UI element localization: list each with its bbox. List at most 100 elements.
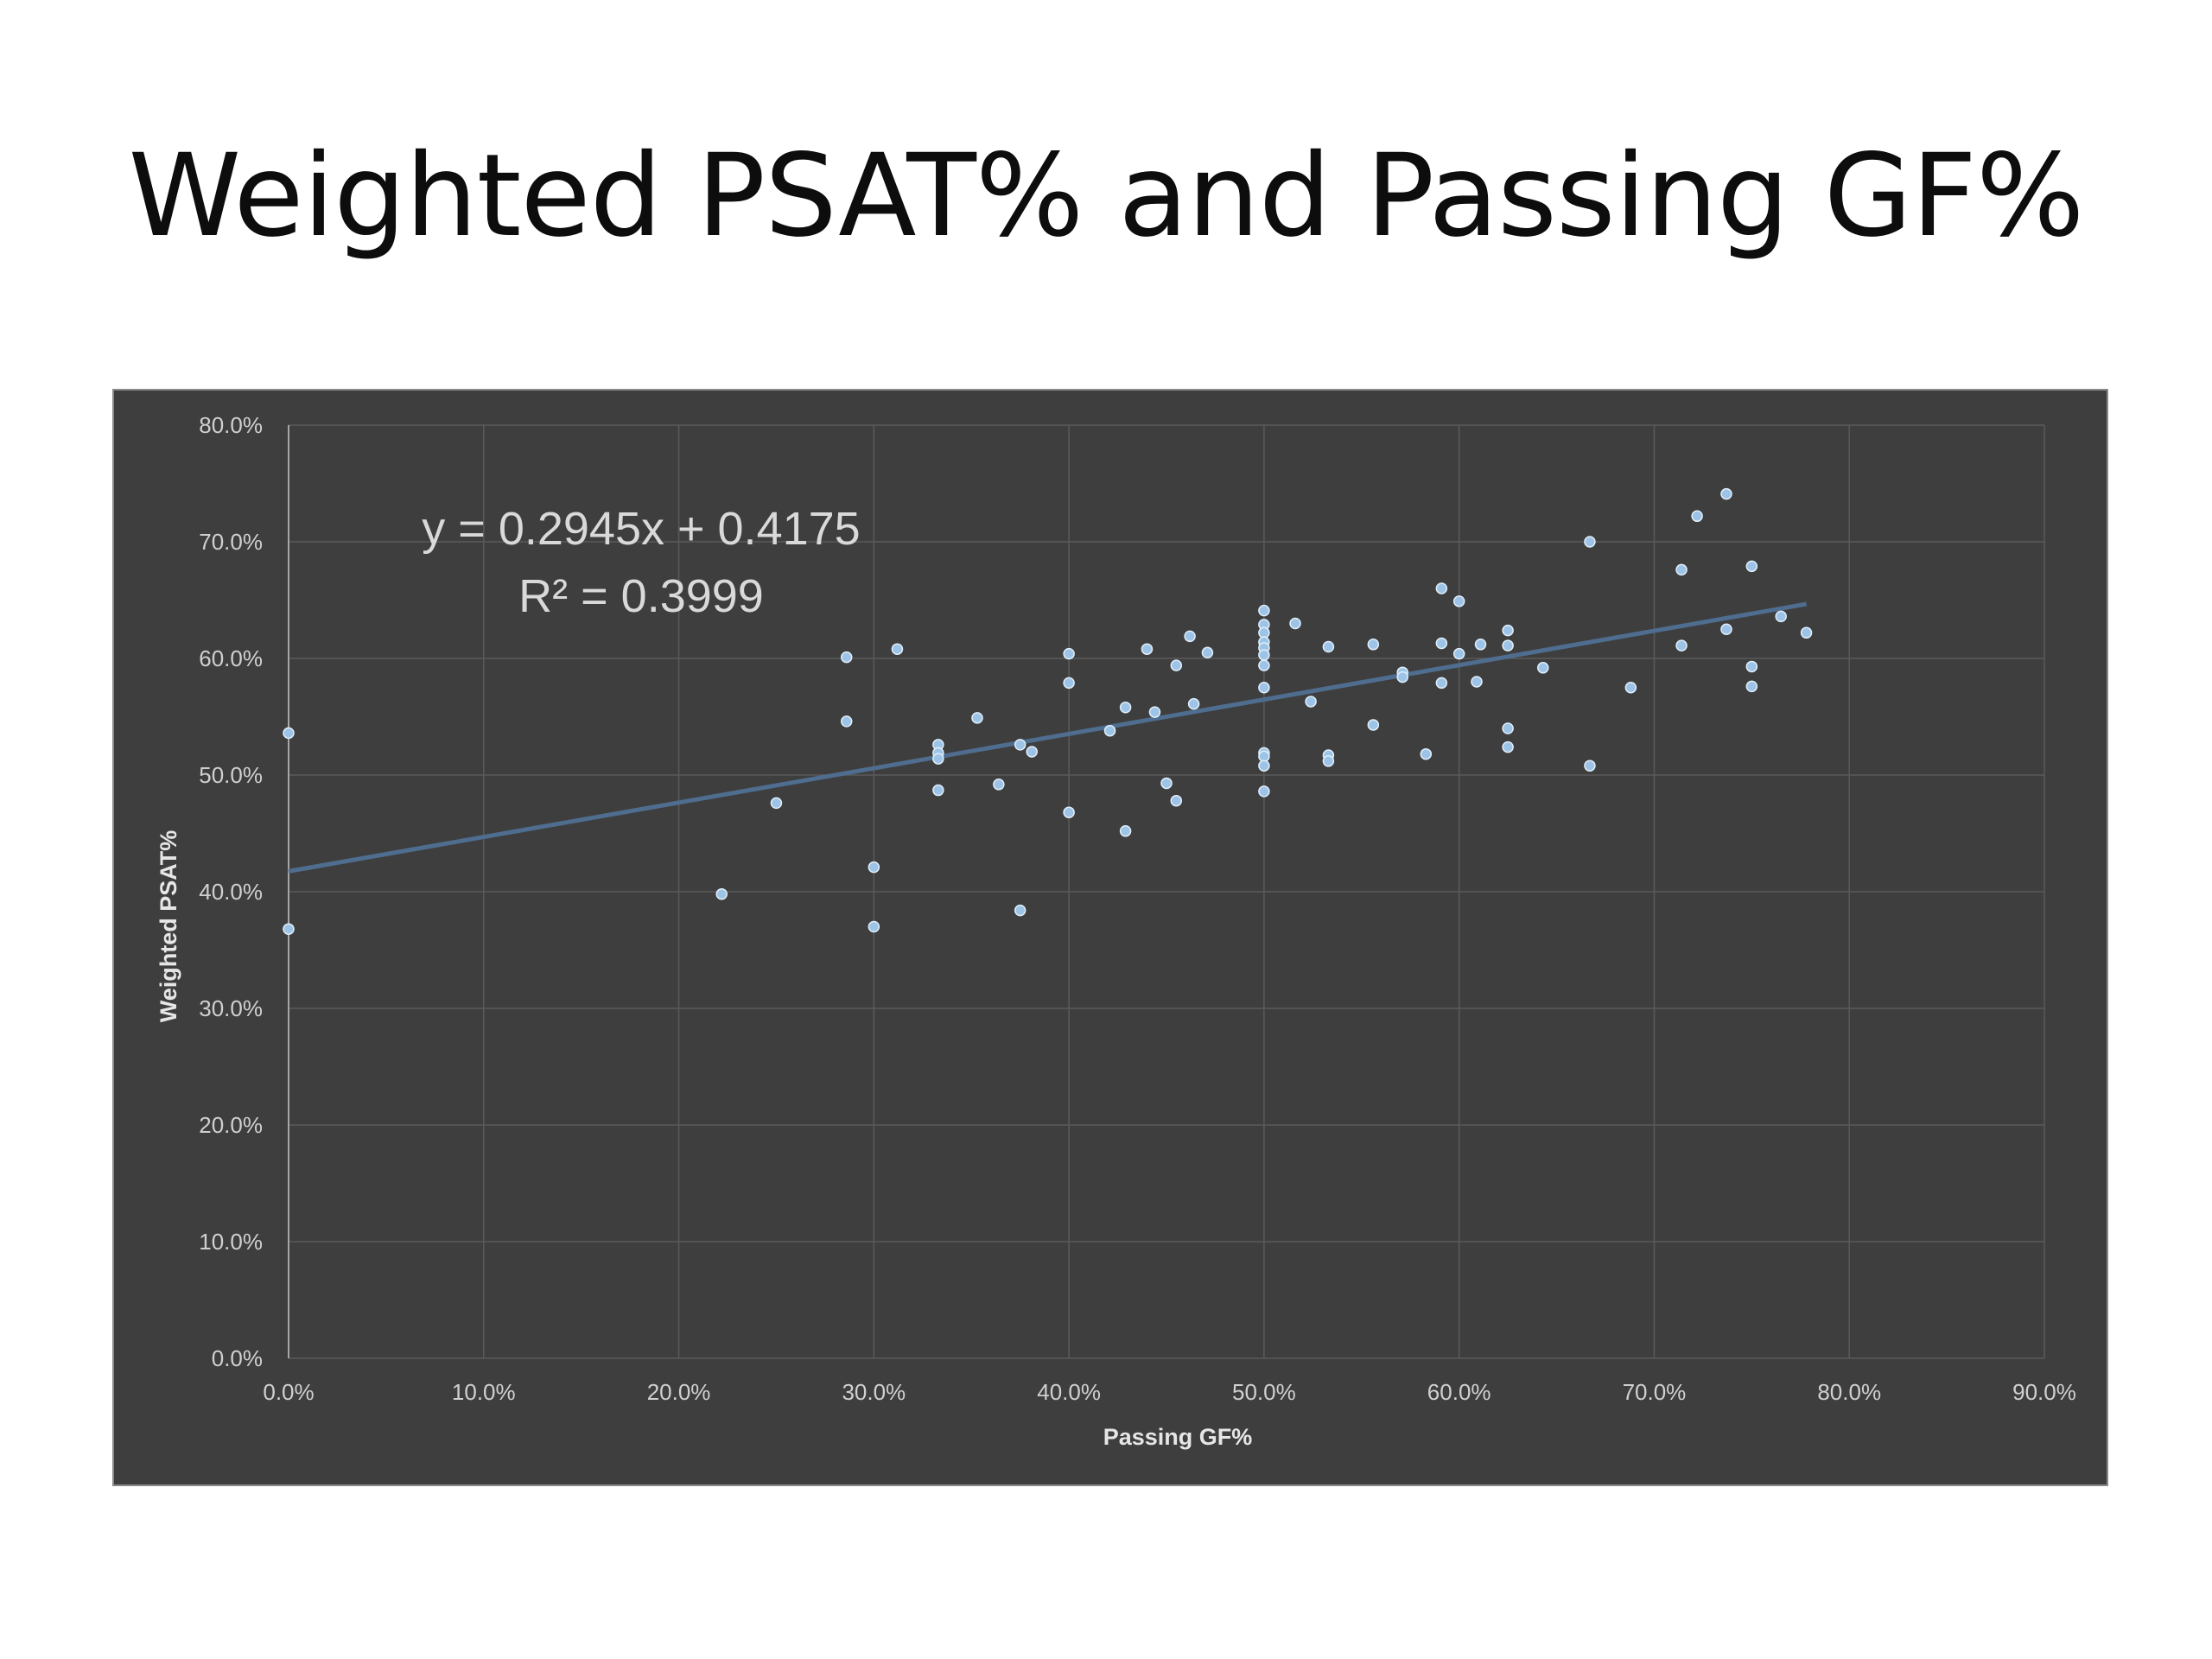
x-tick-label: 10.0% xyxy=(452,1379,516,1405)
data-point xyxy=(1322,640,1335,653)
x-tick-label: 50.0% xyxy=(1232,1379,1296,1405)
data-point xyxy=(1537,662,1549,674)
x-tick-label: 40.0% xyxy=(1037,1379,1101,1405)
data-point xyxy=(1435,637,1448,650)
data-point xyxy=(283,923,295,935)
data-point xyxy=(1420,747,1433,760)
data-point xyxy=(1063,806,1075,818)
data-point xyxy=(1119,825,1132,837)
data-point xyxy=(1322,755,1335,767)
data-point xyxy=(1452,595,1465,607)
x-tick-labels: 0.0% 10.0% 20.0% 30.0% 40.0% 50.0% 60.0% 70.0% 8… xyxy=(263,1379,2076,1405)
data-points xyxy=(283,487,1813,935)
trendline xyxy=(288,601,1807,874)
data-point xyxy=(1720,623,1732,635)
y-tick-label: 20.0% xyxy=(199,1112,263,1138)
x-tick-label: 70.0% xyxy=(1623,1379,1687,1405)
data-point xyxy=(1103,724,1116,737)
x-axis-title: Passing GF% xyxy=(1103,1424,1253,1450)
data-point xyxy=(1584,536,1596,548)
data-point xyxy=(1502,639,1514,652)
data-point xyxy=(1396,671,1408,683)
data-point xyxy=(1063,647,1075,660)
chart-panel: 0.0% 10.0% 20.0% 30.0% 40.0% 50.0% 60.0% 70.0% 8… xyxy=(112,389,2108,1486)
scatter-chart: 0.0% 10.0% 20.0% 30.0% 40.0% 50.0% 60.0% 70.0% 8… xyxy=(156,412,2076,1450)
y-tick-label: 80.0% xyxy=(199,412,263,438)
data-point xyxy=(1675,563,1688,576)
data-point xyxy=(1258,785,1270,798)
data-point xyxy=(1170,794,1183,807)
data-point xyxy=(1063,677,1075,690)
data-point xyxy=(1675,639,1688,652)
y-tick-label: 60.0% xyxy=(199,645,263,671)
data-point xyxy=(770,797,783,810)
data-point xyxy=(1624,682,1637,694)
data-point xyxy=(1502,741,1514,753)
x-tick-label: 80.0% xyxy=(1817,1379,1881,1405)
data-point xyxy=(1119,701,1132,714)
y-tick-label: 0.0% xyxy=(212,1345,263,1371)
data-point xyxy=(932,753,944,765)
y-tick-label: 50.0% xyxy=(199,762,263,788)
trendline-equation: y = 0.2945x + 0.4175 xyxy=(422,503,860,555)
data-point xyxy=(1289,617,1301,630)
gridlines xyxy=(289,424,2045,1359)
data-point xyxy=(1745,680,1758,693)
data-point xyxy=(283,727,295,740)
data-point xyxy=(868,920,880,933)
y-tick-label: 30.0% xyxy=(199,995,263,1021)
data-point xyxy=(1258,682,1270,694)
data-point xyxy=(1502,624,1514,637)
y-tick-label: 40.0% xyxy=(199,879,263,905)
x-tick-label: 60.0% xyxy=(1427,1379,1491,1405)
data-point xyxy=(1452,647,1465,660)
data-point xyxy=(840,651,853,664)
data-point xyxy=(1148,706,1161,718)
data-point xyxy=(1800,626,1813,639)
data-point xyxy=(1435,582,1448,594)
data-point xyxy=(1471,676,1483,688)
data-point xyxy=(1141,643,1154,655)
data-point xyxy=(1745,660,1758,673)
data-point xyxy=(1258,659,1270,671)
data-point xyxy=(993,779,1005,791)
data-point xyxy=(1584,760,1596,772)
data-point xyxy=(1014,739,1027,751)
y-tick-labels: 0.0% 10.0% 20.0% 30.0% 40.0% 50.0% 60.0% 70.0% 8… xyxy=(199,412,263,1371)
data-point xyxy=(1187,697,1200,710)
x-tick-label: 20.0% xyxy=(647,1379,711,1405)
y-tick-label: 70.0% xyxy=(199,529,263,555)
data-point xyxy=(1691,510,1703,523)
data-point xyxy=(1026,746,1038,758)
data-point xyxy=(1258,649,1270,661)
data-point xyxy=(1502,722,1514,734)
data-point xyxy=(1258,604,1270,617)
data-point xyxy=(1014,904,1027,917)
data-point xyxy=(1184,630,1196,643)
y-axis-title: Weighted PSAT% xyxy=(156,830,181,1023)
data-point xyxy=(1474,639,1487,651)
data-point xyxy=(1201,646,1214,658)
data-point xyxy=(1720,487,1732,500)
data-point xyxy=(1745,560,1758,573)
data-point xyxy=(1305,696,1317,708)
data-point xyxy=(891,643,904,655)
x-tick-label: 0.0% xyxy=(263,1379,314,1405)
data-point xyxy=(1435,677,1448,690)
data-point xyxy=(1170,659,1183,671)
data-point xyxy=(1367,639,1380,651)
data-point xyxy=(868,861,880,874)
data-point xyxy=(840,715,853,728)
data-point xyxy=(715,887,728,900)
data-point xyxy=(1367,719,1380,731)
data-point xyxy=(1258,760,1270,772)
data-point xyxy=(1160,777,1173,790)
r-squared-label: R² = 0.3999 xyxy=(518,570,764,622)
x-tick-label: 30.0% xyxy=(842,1379,906,1405)
x-tick-label: 90.0% xyxy=(2012,1379,2076,1405)
y-tick-label: 10.0% xyxy=(199,1229,263,1255)
data-point xyxy=(1775,610,1787,623)
data-point xyxy=(932,784,944,797)
slide-title: Weighted PSAT% and Passing GF% xyxy=(128,130,2085,263)
data-point xyxy=(971,712,983,724)
